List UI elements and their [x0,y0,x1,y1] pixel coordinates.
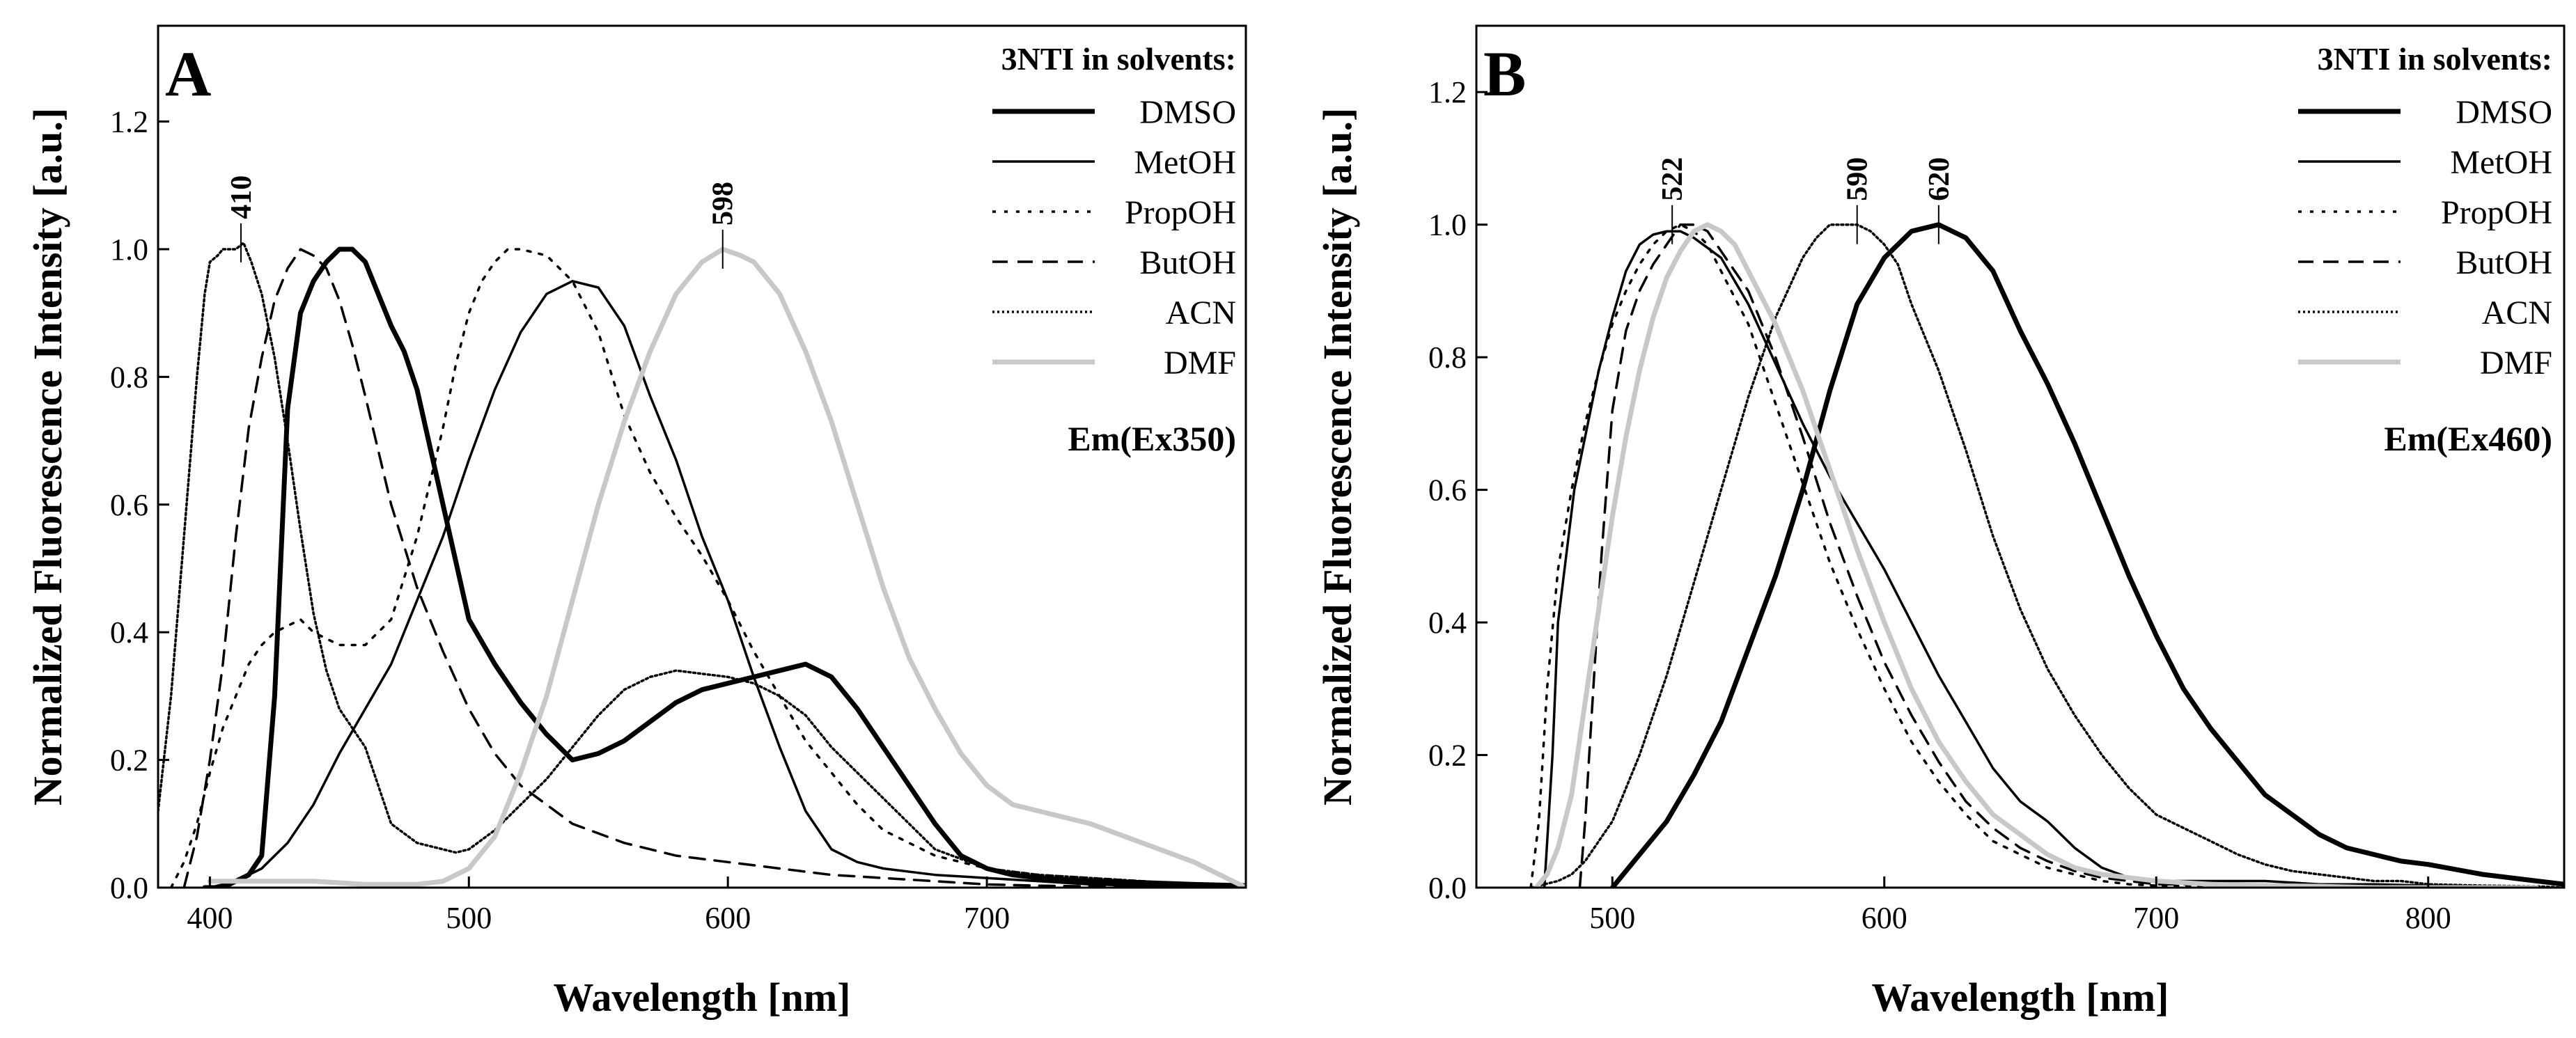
legend-title: 3NTI in solvents: [1001,41,1236,77]
y-tick-label: 0.6 [1428,473,1467,508]
peak-label: 410 [226,175,258,219]
legend-label-dmf: DMF [2480,345,2552,382]
y-tick-label: 0.4 [110,615,148,650]
x-tick-label: 800 [2405,901,2451,935]
legend-label-metoh: MetOH [1134,144,1236,181]
y-tick-label: 0.0 [110,871,148,905]
series-line-butoh [1578,223,2538,888]
legend-label-metoh: MetOH [2450,144,2552,181]
series-line-dmso [202,246,1246,888]
x-axis-title: Wavelength [nm] [1872,975,2169,1020]
x-axis-title: Wavelength [nm] [554,975,851,1020]
series-line-propoh [1529,223,2538,888]
y-tick-label: 0.4 [1428,606,1467,640]
y-axis-title: Normalized Fluorescence Intensity [a.u.] [25,108,70,805]
legend-label-butoh: ButOH [1139,244,1236,281]
legend-label-propoh: PropOH [1125,194,1236,231]
legend-label-acn: ACN [2482,294,2552,331]
peak-label: 598 [708,182,740,226]
series-line-dmf [1533,222,2540,888]
series-line-acn [1529,223,2564,888]
peak-label: 620 [1923,157,1956,201]
excitation-annotation: Em(Ex350) [1068,419,1236,458]
series-line-dmf [207,246,1246,888]
y-tick-label: 0.6 [110,488,148,522]
panel-a: 400 500 600 700 0.0 0.2 0.4 0.6 0.8 1.0 1.2 Wavelen… [25,24,1247,1020]
legend-label-propoh: PropOH [2441,194,2552,231]
y-tick-label: 0.2 [1428,739,1467,773]
x-tick-label: 700 [964,901,1010,935]
y-tick-label: 0.8 [1428,340,1467,375]
x-tick-label: 500 [1589,901,1635,935]
x-tick-label: 400 [187,901,233,935]
y-axis-title: Normalized Fluorescence Intensity [a.u.] [1315,108,1360,805]
peak-label: 522 [1657,157,1689,201]
y-tick-label: 0.8 [110,360,148,394]
panel-b: 500 600 700 800 0.0 0.2 0.4 0.6 0.8 1.0 1.2 Wavelen… [1315,24,2566,1020]
panel-letter: A [165,38,211,109]
plot-frame [1475,24,2566,889]
y-tick-label: 0.2 [110,744,148,778]
series-line-metoh [208,280,1246,888]
legend-label-dmso: DMSO [2456,94,2552,131]
series-line-propoh [169,248,1246,888]
legend-label-dmf: DMF [1164,345,1236,382]
peak-label: 590 [1842,157,1874,201]
y-tick-label: 1.0 [110,233,148,267]
plot-frame [157,24,1247,889]
series-line-dmso [1609,222,2564,888]
series-line-acn [158,242,1246,887]
legend-label-dmso: DMSO [1139,94,1236,131]
y-tick-label: 1.2 [110,105,148,139]
series-group [158,242,1246,888]
series-line-metoh [1543,230,2538,888]
x-tick-label: 500 [446,901,492,935]
legend-label-butoh: ButOH [2456,244,2552,281]
y-tick-label: 1.2 [1428,75,1467,109]
x-tick-label: 700 [2133,901,2179,935]
excitation-annotation: Em(Ex460) [2384,419,2552,458]
y-tick-label: 0.0 [1428,871,1467,905]
x-tick-label: 600 [1861,901,1907,935]
panel-letter: B [1483,38,1526,109]
series-line-butoh [182,248,1246,888]
x-tick-label: 600 [705,901,751,935]
legend-label-acn: ACN [1166,294,1236,331]
series-group [1529,222,2564,888]
legend-title: 3NTI in solvents: [2318,41,2552,77]
y-tick-label: 1.0 [1428,208,1467,242]
